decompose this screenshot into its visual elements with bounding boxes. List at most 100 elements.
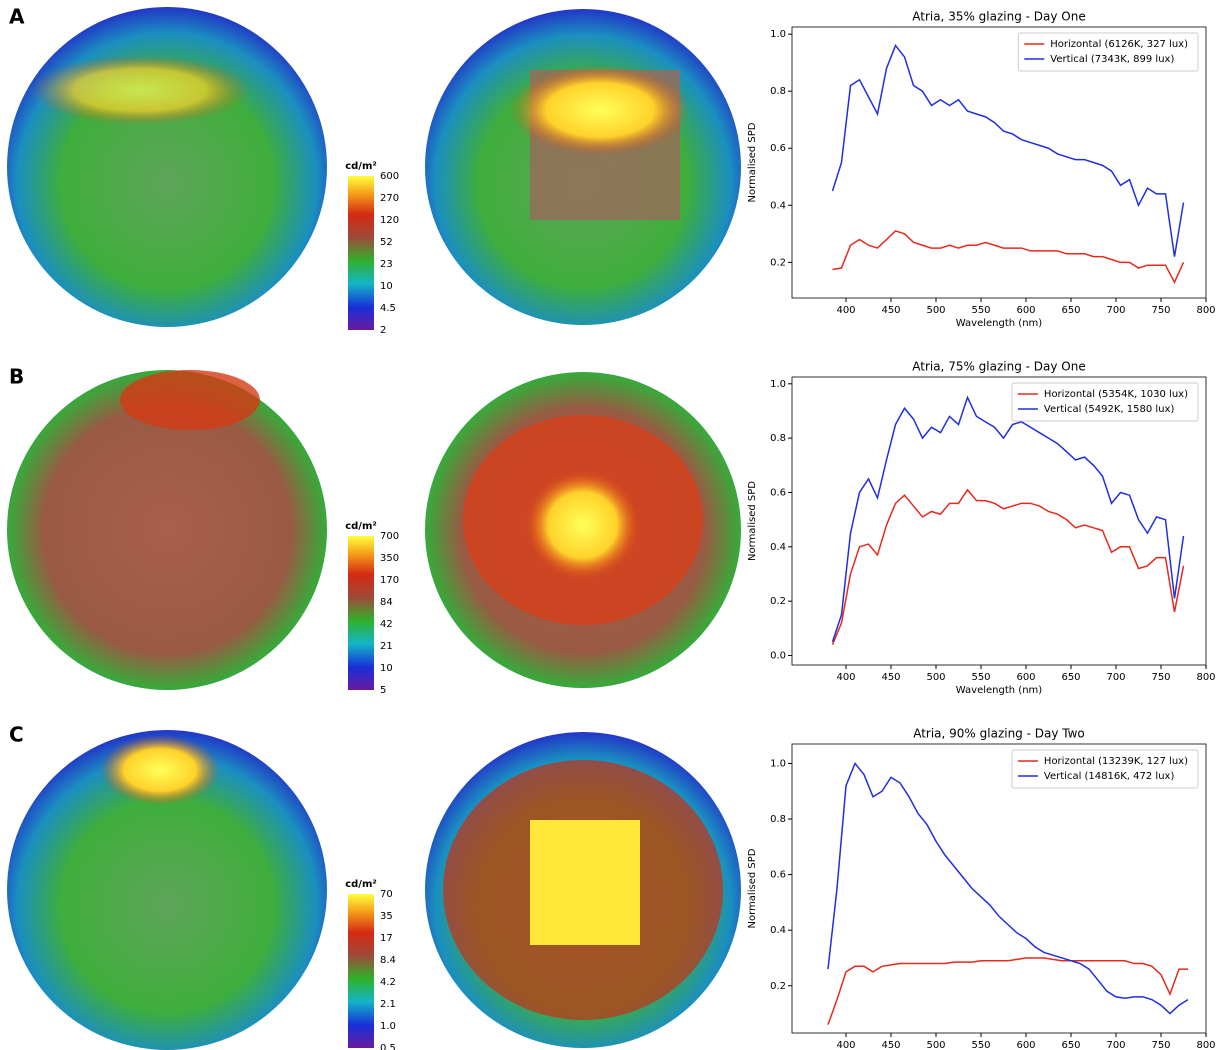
y-axis-label: Normalised SPD — [747, 481, 758, 561]
x-tick-label: 650 — [1061, 305, 1080, 316]
colorbar-tick-label: 4.2 — [380, 977, 396, 988]
panel-letter: C — [9, 723, 24, 747]
x-tick-label: 700 — [1106, 672, 1125, 683]
y-tick-label: 0.4 — [770, 200, 786, 211]
legend-label: Vertical (7343K, 899 lux) — [1050, 54, 1174, 65]
colorbar-tick-label: 84 — [380, 597, 393, 608]
chart-title: Atria, 90% glazing - Day Two — [913, 727, 1085, 741]
colorbar-tick-label: 700 — [380, 531, 399, 542]
x-tick-label: 650 — [1061, 1040, 1080, 1050]
colorbar-tick-label: 10 — [380, 663, 393, 674]
y-tick-label: 1.0 — [770, 29, 786, 40]
x-tick-label: 450 — [881, 1040, 900, 1050]
x-tick-label: 500 — [926, 305, 945, 316]
x-tick-label: 400 — [836, 672, 855, 683]
y-tick-label: 0.6 — [770, 870, 786, 881]
legend: Horizontal (13239K, 127 lux) Vertical (14… — [1011, 749, 1199, 789]
colorbar-tick-label: 23 — [380, 259, 393, 270]
x-tick-label: 500 — [926, 1040, 945, 1050]
x-tick-label: 800 — [1196, 672, 1215, 683]
legend-label: Horizontal (5354K, 1030 lux) — [1044, 389, 1188, 400]
x-tick-label: 550 — [971, 305, 990, 316]
chart-title: Atria, 75% glazing - Day One — [912, 360, 1086, 374]
series-line — [831, 395, 1185, 643]
colorbar-tick-label: 17 — [380, 933, 393, 944]
legend: Horizontal (5354K, 1030 lux) Vertical (54… — [1011, 382, 1199, 422]
legend-label: Horizontal (13239K, 127 lux) — [1044, 756, 1188, 767]
y-tick-label: 0.0 — [770, 650, 786, 661]
legend-box — [1017, 32, 1199, 72]
legend-box — [1011, 382, 1199, 422]
colorbar-tick-label: 2.1 — [380, 999, 396, 1010]
x-tick-label: 700 — [1106, 1040, 1125, 1050]
colorbar-tick-label: 2 — [380, 325, 386, 336]
y-axis-label: Normalised SPD — [747, 848, 758, 928]
colorbar-tick-label: 52 — [380, 237, 393, 248]
colorbar-tick-label: 70 — [380, 889, 393, 900]
colorbar-tick-label: 270 — [380, 193, 399, 204]
colorbar-tick-label: 170 — [380, 575, 399, 586]
x-tick-label: 450 — [881, 672, 900, 683]
y-tick-label: 0.6 — [770, 487, 786, 498]
colorbar-tick-label: 120 — [380, 215, 399, 226]
y-tick-label: 0.8 — [770, 814, 786, 825]
colorbar-tick-label: 21 — [380, 641, 393, 652]
x-tick-label: 400 — [836, 1040, 855, 1050]
plot-frame — [791, 376, 1207, 666]
colorbar — [348, 536, 374, 690]
colorbar-tick-label: 0.5 — [380, 1043, 396, 1050]
x-axis-label: Wavelength (nm) — [956, 318, 1042, 329]
colorbar-tick-label: 10 — [380, 281, 393, 292]
y-tick-label: 0.4 — [770, 542, 786, 553]
y-tick-label: 1.0 — [770, 758, 786, 769]
legend: Horizontal (6126K, 327 lux) Vertical (734… — [1017, 32, 1199, 72]
series-line — [831, 488, 1185, 645]
series-line — [832, 230, 1185, 285]
y-tick-label: 1.0 — [770, 379, 786, 390]
plot-frame — [791, 26, 1207, 299]
x-tick-label: 750 — [1151, 672, 1170, 683]
colorbar-tick-label: 1.0 — [380, 1021, 396, 1032]
overlay: Acd/m²6002701205223104.52Bcd/m²700350170… — [9, 5, 1216, 1050]
colorbar-title: cd/m² — [345, 879, 377, 890]
y-tick-label: 0.8 — [770, 433, 786, 444]
y-tick-label: 0.8 — [770, 86, 786, 97]
x-tick-label: 600 — [1016, 672, 1035, 683]
series-line — [831, 44, 1185, 257]
series-line — [827, 761, 1189, 1015]
panel-letter: B — [9, 365, 24, 389]
colorbar-tick-label: 42 — [380, 619, 393, 630]
fisheye-images — [7, 7, 741, 1050]
panel-letter: A — [9, 5, 25, 29]
x-tick-label: 750 — [1151, 305, 1170, 316]
colorbar — [348, 176, 374, 330]
colorbar-tick-label: 5 — [380, 685, 386, 696]
colorbar-tick-label: 600 — [380, 171, 399, 182]
legend-box — [1011, 749, 1199, 789]
colorbar-tick-label: 8.4 — [380, 955, 396, 966]
x-tick-label: 750 — [1151, 1040, 1170, 1050]
x-tick-label: 500 — [926, 672, 945, 683]
legend-label: Vertical (14816K, 472 lux) — [1044, 771, 1175, 782]
x-tick-label: 800 — [1196, 1040, 1215, 1050]
x-axis-label: Wavelength (nm) — [956, 685, 1042, 696]
colorbar-tick-label: 4.5 — [380, 303, 396, 314]
x-tick-label: 550 — [971, 1040, 990, 1050]
x-tick-label: 450 — [881, 305, 900, 316]
colorbar-tick-label: 350 — [380, 553, 399, 564]
colorbar-title: cd/m² — [345, 161, 377, 172]
x-tick-label: 600 — [1016, 1040, 1035, 1050]
plot-frame — [791, 743, 1207, 1034]
x-tick-label: 650 — [1061, 672, 1080, 683]
y-tick-label: 0.6 — [770, 143, 786, 154]
y-tick-label: 0.4 — [770, 925, 786, 936]
colorbar-title: cd/m² — [345, 521, 377, 532]
y-tick-label: 0.2 — [770, 981, 786, 992]
legend-label: Horizontal (6126K, 327 lux) — [1050, 39, 1188, 50]
y-tick-label: 0.2 — [770, 596, 786, 607]
series-line — [827, 957, 1188, 1025]
x-tick-label: 400 — [836, 305, 855, 316]
colorbar-tick-label: 35 — [380, 911, 393, 922]
